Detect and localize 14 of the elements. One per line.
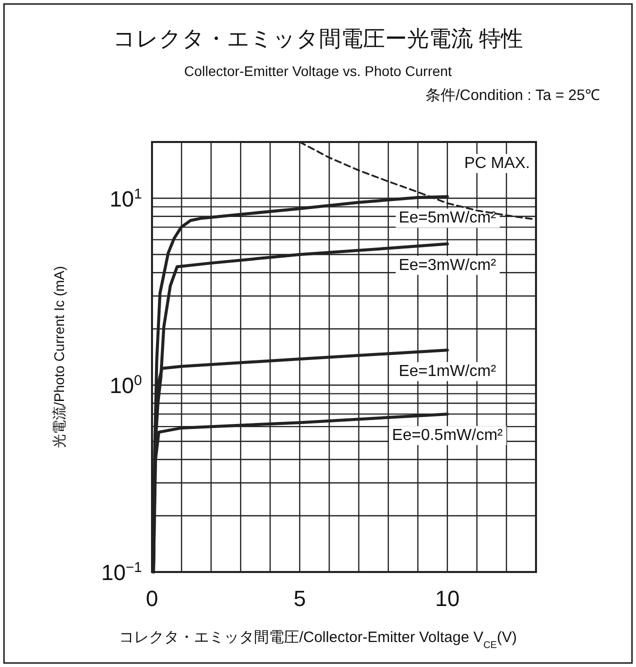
text: 条件/Condition : Ta = 25℃	[426, 87, 600, 104]
x-tick-label: 0	[146, 586, 158, 611]
series-label: Ee=3mW/cm²	[398, 256, 497, 274]
y-tick-label: 10$^{−1}$	[101, 560, 142, 585]
y-axis-title: 光電流/Photo Current Ic (mA)	[51, 266, 67, 448]
x-tick-label: 5	[294, 586, 306, 611]
chart-title: コレクタ・エミッタ間電圧ー光電流 特性	[112, 26, 524, 51]
y-tick-label: 10$^{0}$	[110, 373, 142, 398]
series-label: Ee=1mW/cm²	[398, 363, 497, 380]
chart-subtitle: Collector-Emitter Voltage vs. Photo Current	[184, 63, 452, 79]
x-axis-title: コレクタ・エミッタ間電圧/Collector-Emitter Voltage V$_{CE}$(V)	[119, 629, 517, 650]
x-tick-label: 10	[435, 586, 460, 611]
y-tick-label: 10$^{1}$	[110, 186, 142, 212]
series-label: Ee=5mW/cm²	[398, 210, 497, 227]
